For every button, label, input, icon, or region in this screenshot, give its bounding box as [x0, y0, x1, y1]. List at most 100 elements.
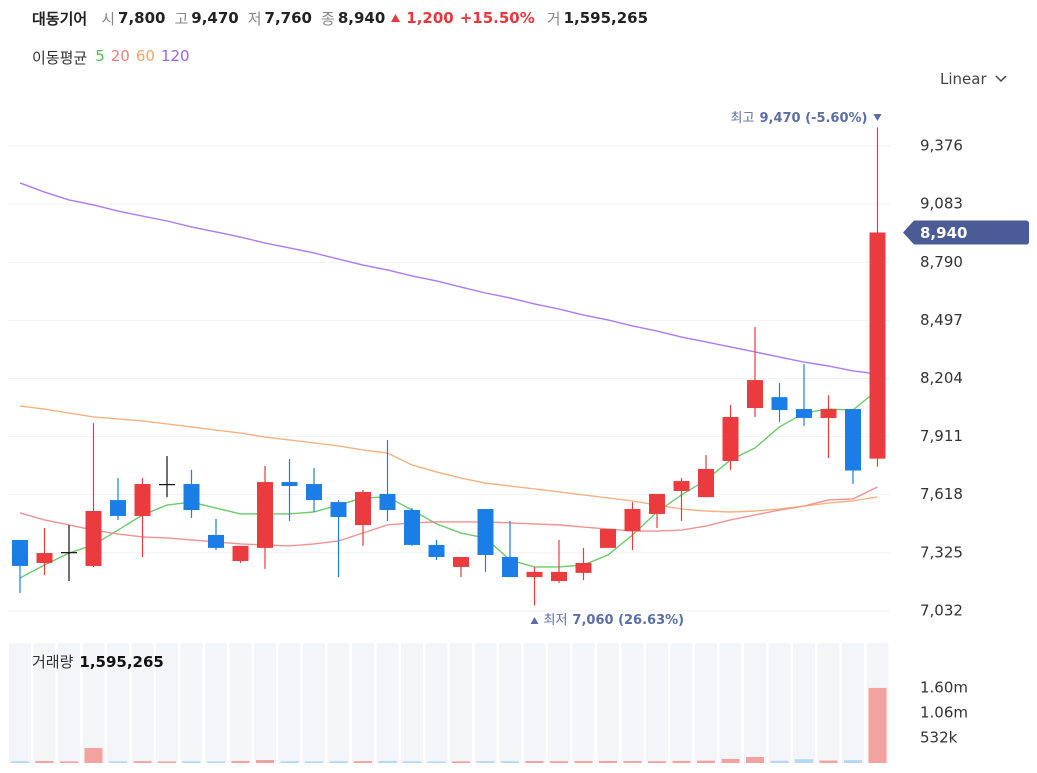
high-annotation-label: 최고 [731, 111, 755, 126]
volume-column [229, 643, 252, 763]
candle-body [526, 571, 543, 578]
volume-column [58, 643, 80, 763]
high-annotation: 최고 9,470 (-5.60%) [731, 111, 868, 126]
scale-menu[interactable]: Linear [940, 70, 1007, 88]
high-value: 9,470 [191, 9, 239, 27]
candle-body [698, 468, 714, 498]
candle-body [575, 562, 592, 573]
volume-bar [84, 747, 103, 763]
volume-column [793, 643, 815, 763]
ma-line [19, 182, 878, 375]
volume-title: 거래량 1,595,265 [32, 653, 164, 671]
candle-body [477, 509, 494, 556]
candle-body [747, 380, 763, 409]
volume-bar [501, 761, 519, 763]
volume-tick-label: 1.60m [920, 678, 968, 696]
volume-bar [158, 761, 176, 763]
y-tick-label: 8,204 [920, 369, 963, 387]
high-arrow [873, 114, 882, 121]
low-arrow [530, 617, 539, 624]
y-tick-label: 7,911 [920, 427, 963, 445]
volume-bar [207, 761, 225, 763]
volume-bar [60, 761, 78, 763]
candle-body [257, 482, 273, 548]
candle-body [232, 545, 249, 561]
volume-bar [329, 761, 348, 763]
candle-body [208, 535, 224, 548]
volume-bar [599, 760, 617, 763]
candle-body [36, 553, 53, 563]
ma-legend: 이동평균 5 20 60 120 [32, 47, 190, 68]
y-tick-label: 7,032 [920, 601, 963, 619]
candle-body [624, 509, 641, 532]
volume-column [572, 643, 595, 763]
volume-tick-label: 1.06m [920, 703, 968, 721]
candle-body [183, 484, 200, 511]
candle-body [771, 397, 788, 411]
volume-column [450, 643, 472, 763]
volume-column [180, 643, 203, 763]
volume-column [9, 643, 31, 763]
stock-name: 대동기어 [32, 9, 88, 28]
low-annotation-label: 최저 [544, 613, 568, 628]
volume-column [327, 643, 350, 763]
header: 대동기어 시 7,800 고 9,470 저 7,760 종 8,940 1,200 +… [32, 7, 657, 29]
legend-entry: 5 [95, 47, 105, 65]
scale-menu-label[interactable]: Linear [940, 70, 987, 88]
open-label: 시 [101, 9, 116, 28]
y-tick-label: 8,790 [920, 253, 963, 271]
volume-column [107, 643, 129, 763]
price-tag-label: 8,940 [920, 224, 967, 242]
candle-body [796, 409, 812, 418]
candle-body [281, 482, 298, 487]
candle-body [404, 510, 420, 545]
volume-column [303, 643, 325, 763]
close-label: 종 [321, 9, 335, 28]
chevron[interactable] [995, 75, 1007, 83]
low-annotation-text: 7,060 (26.63%) [572, 613, 684, 628]
legend-entry: 60 [135, 47, 155, 65]
volume-title-value: 1,595,265 [79, 653, 163, 671]
price-tag [903, 220, 1029, 245]
volume-column [499, 643, 521, 763]
open-value: 7,800 [118, 9, 166, 27]
volume-bar [746, 756, 764, 763]
volume-bar [256, 759, 274, 763]
volume-bar [672, 760, 691, 763]
candle-body [330, 502, 347, 517]
volume-bar [770, 760, 789, 763]
low-value: 7,760 [264, 9, 312, 27]
volume-bar [11, 761, 29, 763]
volume-bar [648, 761, 666, 763]
volume-bar [231, 760, 250, 763]
volume-bar [133, 761, 152, 763]
y-tick-label: 8,497 [920, 311, 963, 329]
volume-column [82, 643, 105, 763]
volume-column [817, 643, 840, 763]
volume-column [131, 643, 154, 763]
volume-bar [403, 761, 421, 763]
y-tick-label: 9,376 [920, 137, 963, 155]
low-annotation: 최저 7,060 (26.63%) [544, 613, 685, 628]
volume-column [278, 643, 301, 763]
change: 1,200 [406, 9, 454, 27]
volume-bar [721, 759, 740, 763]
candle-body [600, 529, 616, 548]
volume-column [670, 643, 693, 763]
volume-bar [427, 761, 446, 763]
up-arrow [391, 14, 401, 22]
volume-column [376, 643, 399, 763]
candle-body [428, 544, 445, 558]
volume-column [205, 643, 227, 763]
close-value: 8,940 [337, 9, 386, 27]
volume-bar [574, 761, 593, 763]
volume-bar [476, 761, 495, 763]
ma-line [19, 486, 878, 547]
volume-column [474, 643, 497, 763]
candle-body [845, 409, 861, 471]
volume-label: 거 [546, 9, 561, 28]
volume-column [744, 643, 766, 763]
volume-bar [868, 687, 887, 763]
volume-bar [452, 761, 470, 763]
